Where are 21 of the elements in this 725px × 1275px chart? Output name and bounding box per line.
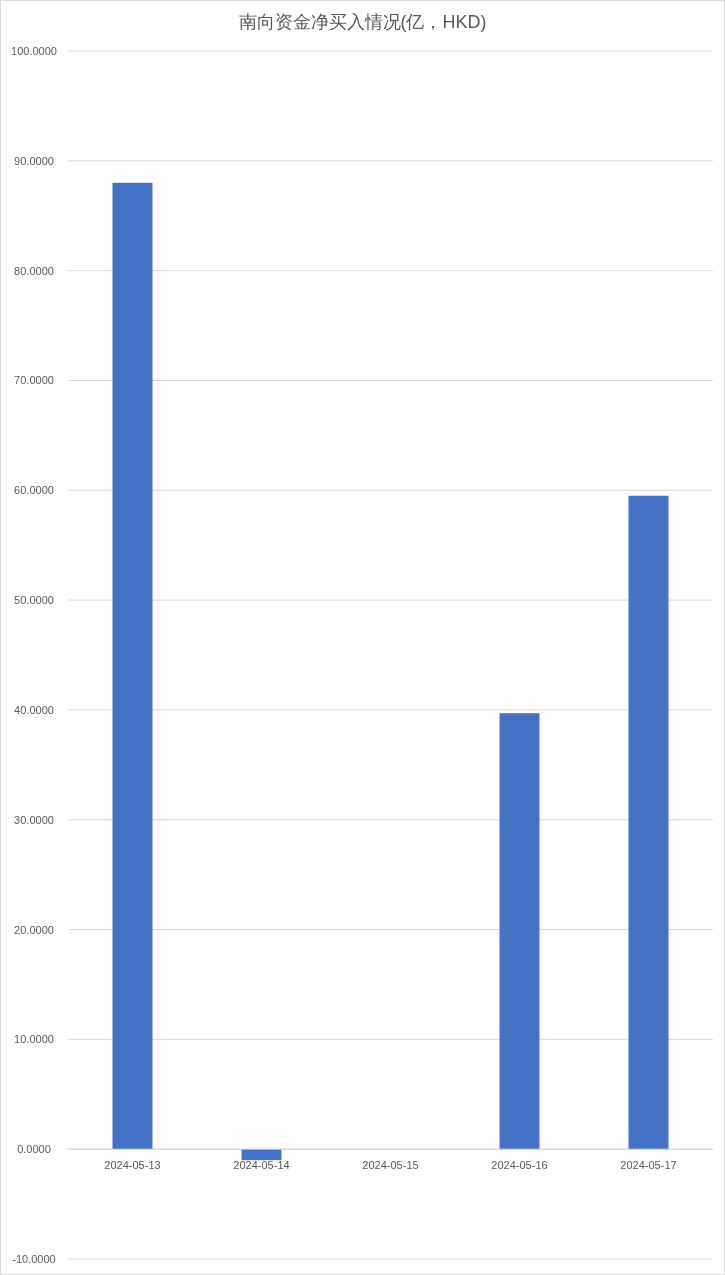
y-tick-label: 40.0000 — [14, 703, 54, 716]
y-tick-label: 10.0000 — [14, 1033, 54, 1046]
x-tick-label: 2024-05-14 — [233, 1159, 290, 1172]
x-tick-label: 2024-05-17 — [620, 1159, 677, 1172]
bar — [499, 713, 540, 1150]
y-tick-label: 20.0000 — [14, 923, 54, 936]
y-tick-label: 30.0000 — [14, 813, 54, 826]
x-tick-label: 2024-05-16 — [491, 1159, 548, 1172]
y-tick-label: 50.0000 — [14, 594, 54, 607]
y-tick-label: -10.0000 — [12, 1253, 56, 1265]
chart-title: 南向资金净买入情况(亿，HKD) — [238, 12, 487, 32]
bar — [628, 495, 669, 1150]
y-tick-label: 70.0000 — [14, 374, 54, 387]
y-tick-label: 60.0000 — [14, 484, 54, 497]
x-tick-label: 2024-05-15 — [362, 1159, 419, 1172]
x-tick-label: 2024-05-13 — [104, 1159, 161, 1172]
bar — [112, 182, 153, 1150]
y-tick-label: 100.0000 — [11, 45, 57, 57]
y-tick-label: 80.0000 — [14, 264, 54, 277]
y-tick-label: 90.0000 — [14, 154, 54, 167]
y-tick-label: 0.0000 — [17, 1143, 51, 1156]
